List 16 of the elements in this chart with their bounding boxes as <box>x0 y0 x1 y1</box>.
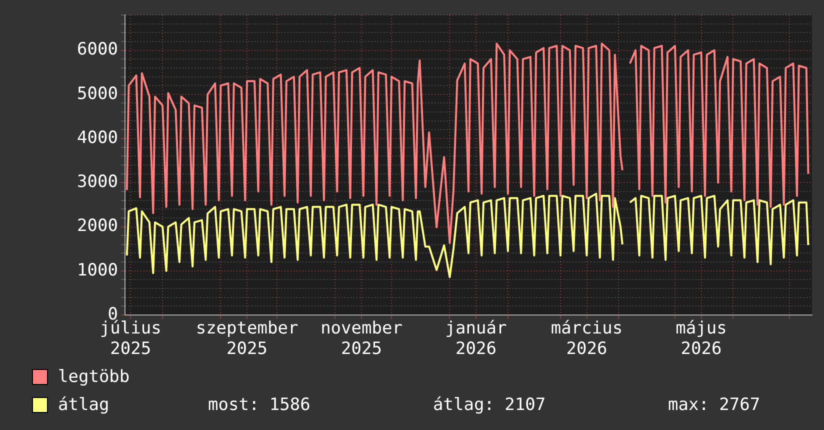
y-tick-label: 4000 <box>77 128 118 148</box>
y-tick-label: 2000 <box>77 216 118 236</box>
x-tick-label: március 2026 <box>550 318 623 360</box>
y-tick-label: 3000 <box>77 172 118 192</box>
y-tick-label: 1000 <box>77 260 118 280</box>
text: most: 1586 <box>208 394 312 417</box>
legend-label: átlag <box>58 394 110 417</box>
legend-label: legtöbb <box>58 366 131 389</box>
y-tick-label: 6000 <box>77 40 118 60</box>
x-tick-label: november 2025 <box>320 318 402 360</box>
text: átlag: 2107 <box>433 394 547 417</box>
y-tick-label: 5000 <box>77 84 118 104</box>
x-tick-label: szeptember 2025 <box>196 318 298 360</box>
x-tick-label: január 2026 <box>445 318 507 360</box>
x-tick-label: május 2026 <box>676 318 727 360</box>
text: max: 2767 <box>668 394 760 417</box>
